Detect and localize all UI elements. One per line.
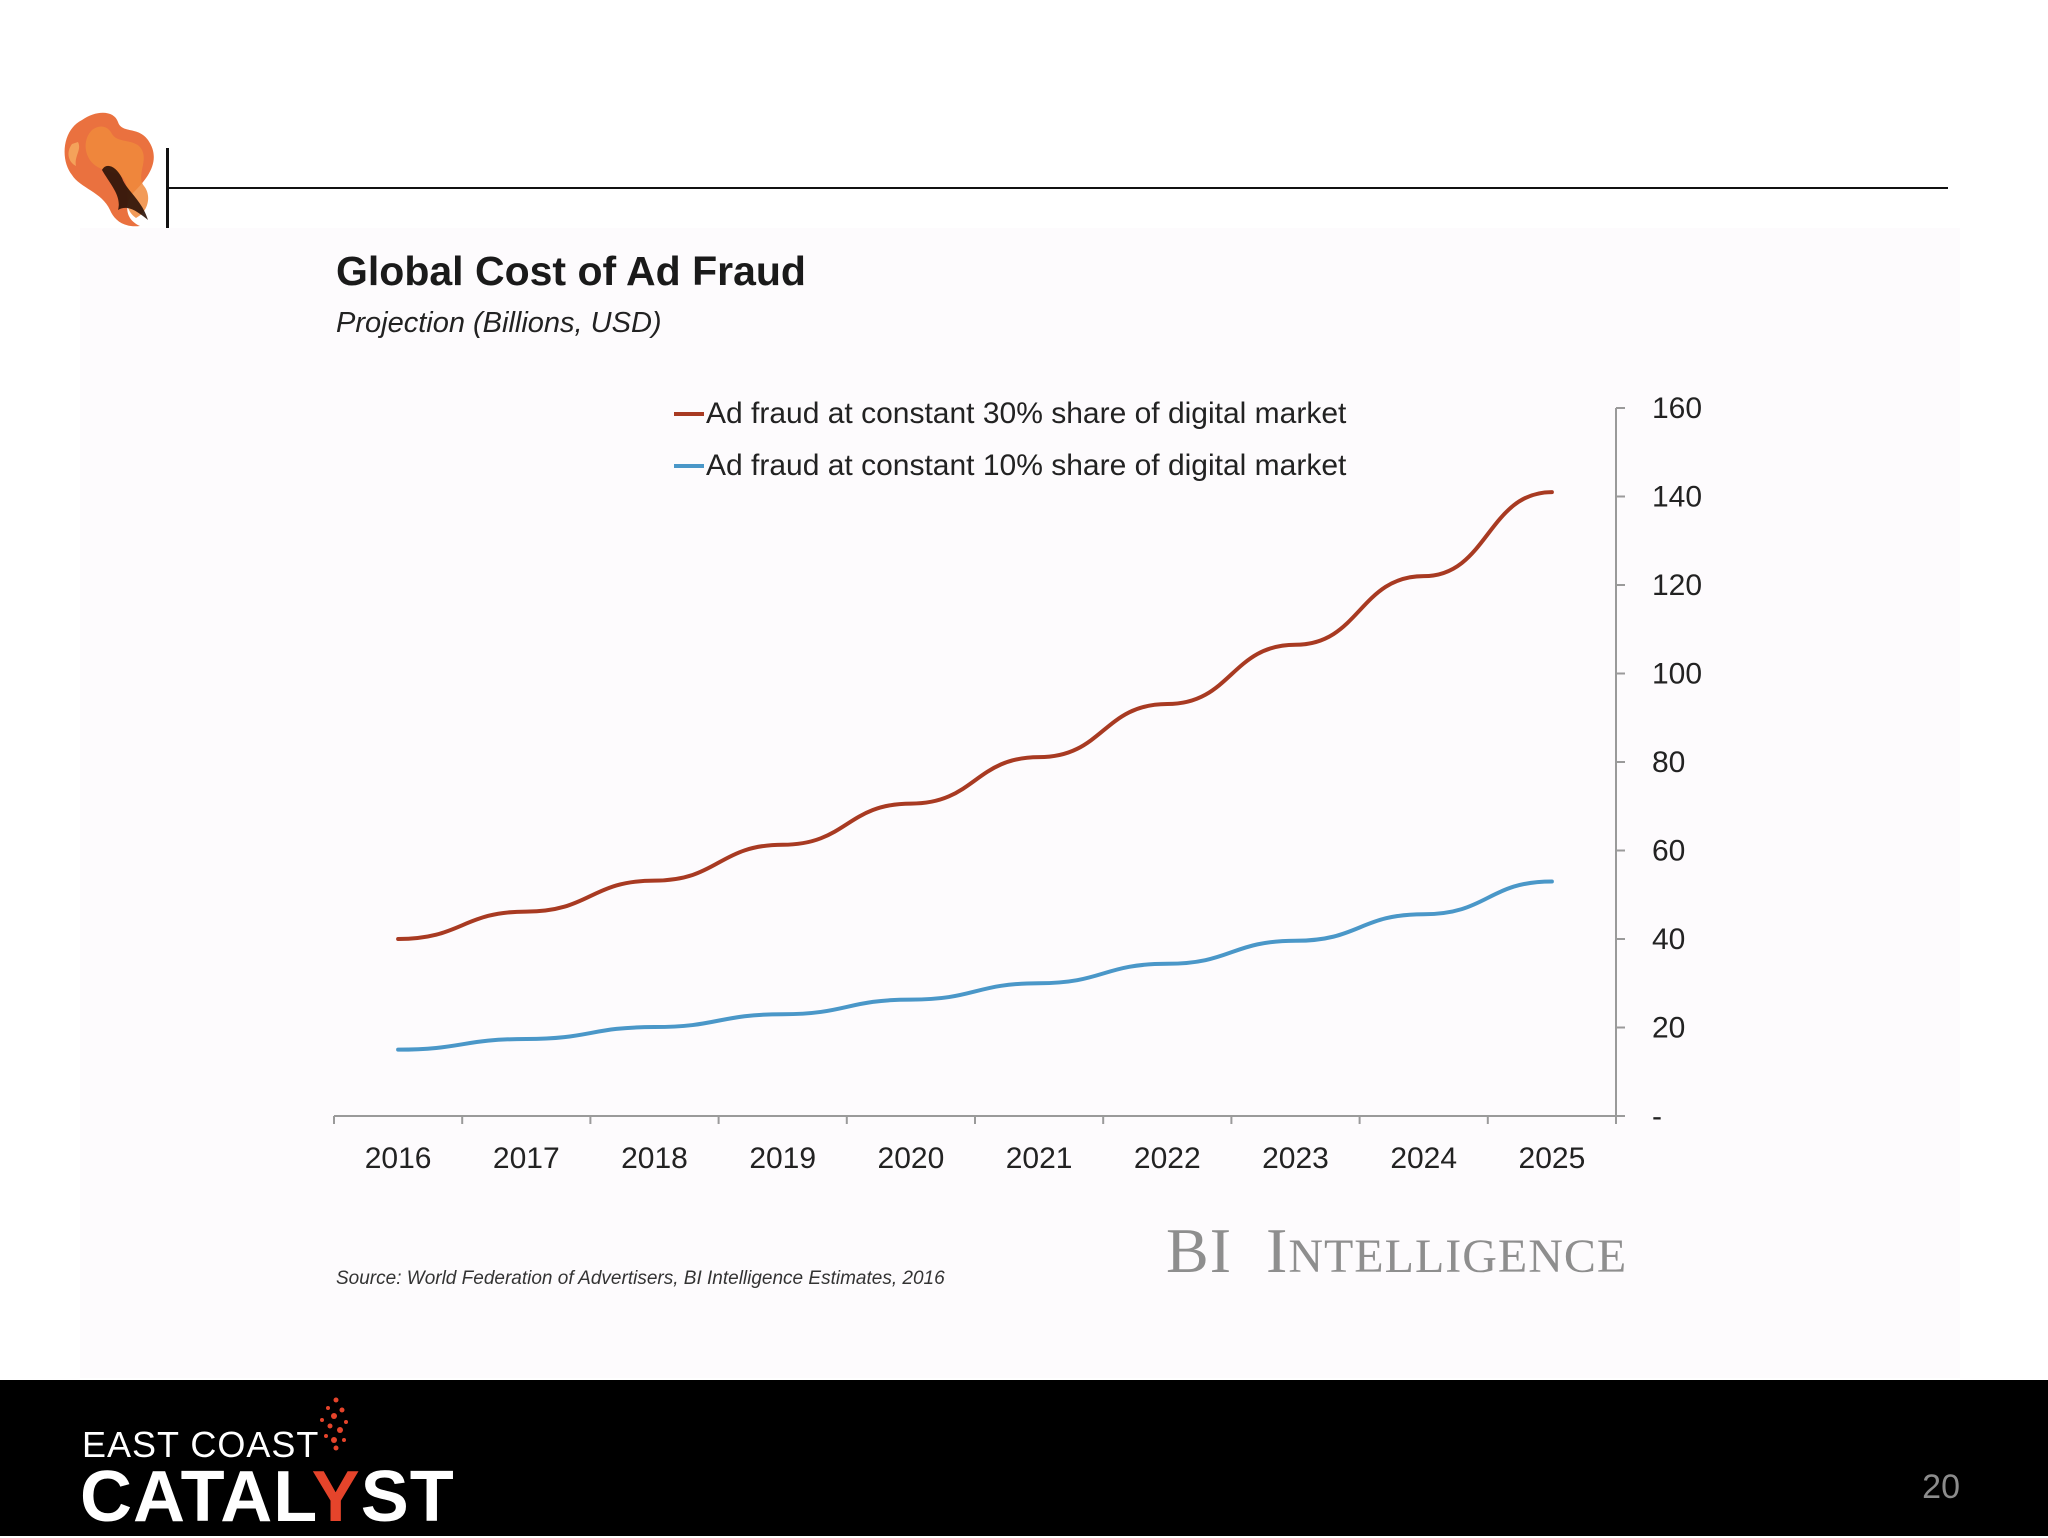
x-tick-label: 2025 — [1519, 1142, 1586, 1175]
brand-part-2: ST — [360, 1457, 455, 1537]
chart-title: Global Cost of Ad Fraud — [336, 248, 806, 294]
bi-intelligence-watermark: BI INTELLIGENCE — [1166, 1214, 1627, 1288]
legend-swatch-30pct — [674, 412, 704, 416]
series-line-30pct — [396, 490, 1554, 941]
x-tick-label: 2024 — [1390, 1142, 1457, 1175]
legend-label-30pct: Ad fraud at constant 30% share of digita… — [706, 397, 1347, 430]
brand-line-2: CATALYST — [80, 1456, 455, 1538]
page-number: 20 — [1922, 1468, 1960, 1506]
x-tick-label: 2022 — [1134, 1142, 1201, 1175]
smoke-icon — [64, 112, 154, 227]
y-tick-label: 20 — [1652, 1012, 1685, 1045]
legend-item-10pct: Ad fraud at constant 10% share of digita… — [674, 440, 1346, 492]
y-tick-label: - — [1652, 1100, 1662, 1133]
legend-item-30pct: Ad fraud at constant 30% share of digita… — [674, 388, 1346, 440]
y-tick-label: 120 — [1652, 569, 1702, 602]
x-tick-label: 2018 — [621, 1142, 688, 1175]
x-tick-label: 2019 — [749, 1142, 816, 1175]
brand-accent: Y — [311, 1457, 361, 1537]
header-tick — [166, 148, 169, 230]
y-tick-label: 140 — [1652, 481, 1702, 514]
spark-icon — [320, 1397, 348, 1451]
legend-swatch-10pct — [674, 464, 704, 468]
x-tick-label: 2021 — [1006, 1142, 1073, 1175]
y-tick-label: 40 — [1652, 923, 1685, 956]
watermark-rest: NTELLIGENCE — [1288, 1230, 1628, 1283]
watermark-bi: BI — [1166, 1215, 1232, 1286]
y-tick-label: 160 — [1652, 392, 1702, 425]
footer-bar — [0, 1380, 2048, 1536]
y-tick-label: 80 — [1652, 746, 1685, 779]
series-line-10pct — [396, 879, 1554, 1052]
x-tick-label: 2017 — [493, 1142, 560, 1175]
brand-line-1: EAST COAST — [82, 1424, 320, 1465]
x-tick-label: 2023 — [1262, 1142, 1329, 1175]
brand-part-1: CATAL — [80, 1457, 312, 1537]
source-note: Source: World Federation of Advertisers,… — [336, 1268, 945, 1289]
chart-subtitle: Projection (Billions, USD) — [336, 307, 662, 339]
x-tick-label: 2020 — [878, 1142, 945, 1175]
y-tick-label: 60 — [1652, 835, 1685, 868]
watermark-cap: I — [1266, 1215, 1289, 1286]
legend-label-10pct: Ad fraud at constant 10% share of digita… — [706, 449, 1347, 482]
x-tick-label: 2016 — [365, 1142, 432, 1175]
header-rule — [168, 187, 1948, 189]
chart-legend: Ad fraud at constant 30% share of digita… — [674, 388, 1346, 492]
y-tick-label: 100 — [1652, 658, 1702, 691]
chart-panel — [80, 228, 1960, 1378]
